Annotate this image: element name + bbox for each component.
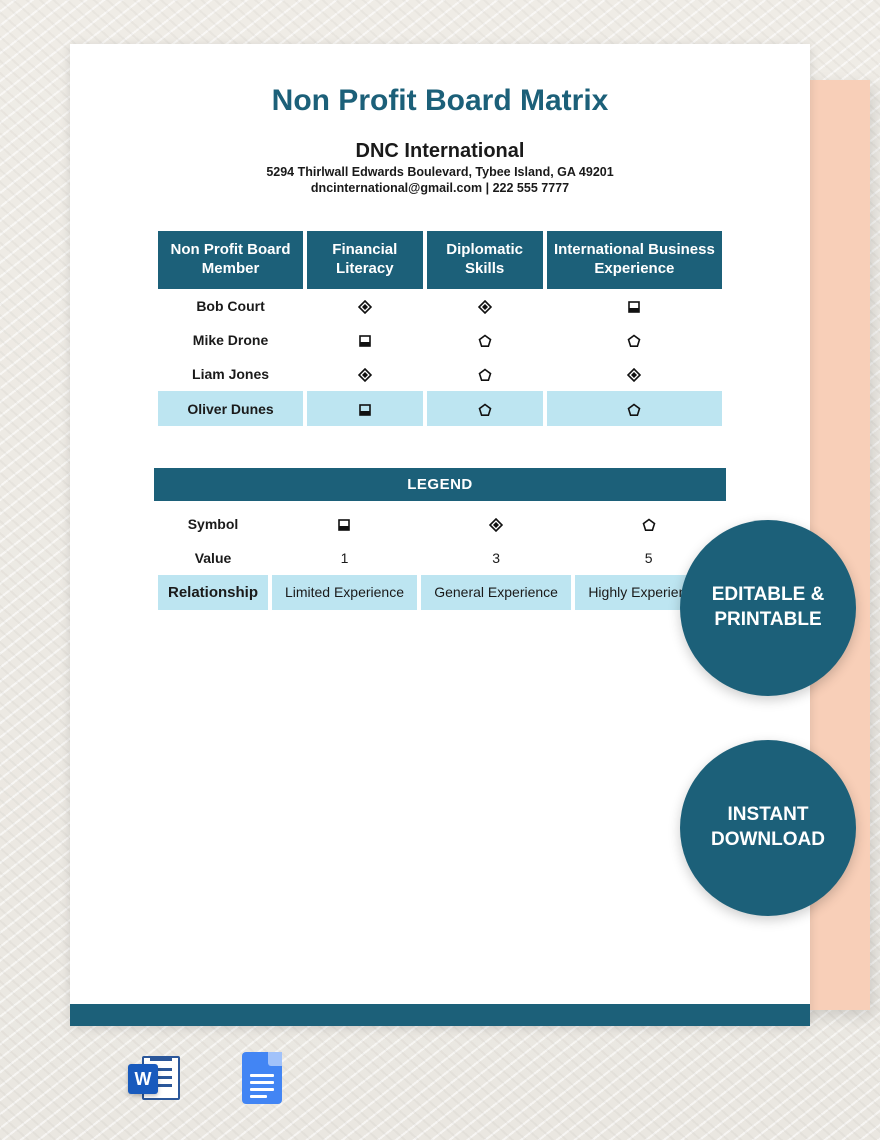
skill-cell <box>427 323 543 357</box>
matrix-header: Diplomatic Skills <box>427 231 543 289</box>
ms-word-icon[interactable]: W <box>128 1052 180 1104</box>
google-docs-icon[interactable] <box>236 1052 288 1104</box>
diamond-icon <box>358 300 372 314</box>
table-row: Mike Drone <box>158 323 722 357</box>
skill-cell <box>427 357 543 391</box>
board-matrix-table: Non Profit Board Member Financial Litera… <box>154 231 726 426</box>
diamond-icon <box>627 368 641 382</box>
diamond-icon <box>478 300 492 314</box>
pentagon-icon <box>627 334 641 348</box>
pentagon-icon <box>478 334 492 348</box>
legend-row-symbol: Symbol <box>158 507 722 541</box>
instant-download-badge: INSTANT DOWNLOAD <box>680 740 856 916</box>
skill-cell <box>547 323 722 357</box>
legend-label: Value <box>158 541 268 575</box>
matrix-header: Non Profit Board Member <box>158 231 303 289</box>
skill-cell <box>307 391 422 425</box>
legend-value: 3 <box>421 541 571 575</box>
diamond-icon <box>489 518 503 532</box>
badge-text: EDITABLE & PRINTABLE <box>680 583 856 632</box>
matrix-header: International Business Experience <box>547 231 722 289</box>
skill-cell <box>547 391 722 425</box>
member-name: Oliver Dunes <box>158 391 303 425</box>
diamond-icon <box>358 368 372 382</box>
square-icon <box>358 403 372 417</box>
pentagon-icon <box>478 368 492 382</box>
org-address: 5294 Thirlwall Edwards Boulevard, Tybee … <box>154 165 726 179</box>
matrix-header: Financial Literacy <box>307 231 422 289</box>
square-icon <box>337 518 351 532</box>
table-row: Bob Court <box>158 289 722 323</box>
pentagon-icon <box>627 403 641 417</box>
matrix-header-row: Non Profit Board Member Financial Litera… <box>158 231 722 289</box>
legend-table: Symbol Value 1 3 5 Relationship Limited … <box>154 507 726 610</box>
format-icons-row: W <box>128 1052 288 1104</box>
word-letter: W <box>128 1064 158 1094</box>
legend-symbol-cell <box>575 507 722 541</box>
legend-value: 1 <box>272 541 417 575</box>
table-row: Liam Jones <box>158 357 722 391</box>
legend-section: LEGEND Symbol Value 1 3 5 Relationship L… <box>154 468 726 610</box>
page-footer-bar <box>70 1004 810 1026</box>
table-row: Oliver Dunes <box>158 391 722 425</box>
square-icon <box>627 300 641 314</box>
skill-cell <box>307 357 422 391</box>
member-name: Mike Drone <box>158 323 303 357</box>
legend-symbol-cell <box>272 507 417 541</box>
org-name: DNC International <box>154 140 726 163</box>
member-name: Bob Court <box>158 289 303 323</box>
editable-printable-badge: EDITABLE & PRINTABLE <box>680 520 856 696</box>
member-name: Liam Jones <box>158 357 303 391</box>
skill-cell <box>427 289 543 323</box>
skill-cell <box>547 289 722 323</box>
skill-cell <box>307 323 422 357</box>
legend-title: LEGEND <box>154 468 726 501</box>
badge-text: INSTANT DOWNLOAD <box>680 803 856 852</box>
skill-cell <box>427 391 543 425</box>
org-contact: dncinternational@gmail.com | 222 555 777… <box>154 181 726 195</box>
pentagon-icon <box>478 403 492 417</box>
square-icon <box>358 334 372 348</box>
legend-relationship: General Experience <box>421 575 571 610</box>
legend-label: Relationship <box>158 575 268 610</box>
legend-row-value: Value 1 3 5 <box>158 541 722 575</box>
skill-cell <box>307 289 422 323</box>
legend-row-relationship: Relationship Limited Experience General … <box>158 575 722 610</box>
page-title: Non Profit Board Matrix <box>154 84 726 118</box>
legend-symbol-cell <box>421 507 571 541</box>
legend-relationship: Limited Experience <box>272 575 417 610</box>
skill-cell <box>547 357 722 391</box>
legend-label: Symbol <box>158 507 268 541</box>
pentagon-icon <box>642 518 656 532</box>
